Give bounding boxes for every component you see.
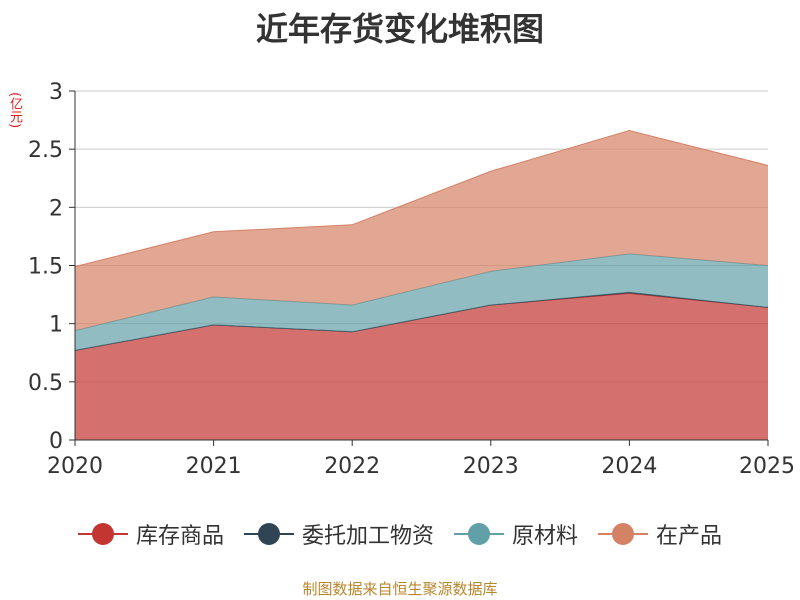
legend-label: 在产品	[656, 524, 723, 549]
y-tick-label: 2	[49, 196, 63, 221]
y-tick-label: 3	[49, 80, 63, 105]
legend-swatch	[454, 522, 504, 546]
x-tick-label: 2020	[47, 454, 103, 479]
area-series-layer	[74, 130, 769, 440]
y-tick-label: 1	[49, 313, 63, 338]
line-在产品	[74, 130, 769, 268]
chart-title: 近年存货变化堆积图	[255, 10, 544, 48]
legend-label: 委托加工物资	[301, 524, 434, 549]
y-tick-label: 1.5	[28, 255, 63, 280]
x-tick-label: 2023	[463, 454, 519, 479]
y-tick-label: 0.5	[28, 371, 63, 396]
x-tick-label: 2021	[186, 454, 242, 479]
legend-item[interactable]: 原材料	[454, 518, 578, 550]
legend-label: 原材料	[512, 524, 579, 549]
source-footer: 制图数据来自恒生聚源数据库	[302, 580, 498, 598]
axes: 0 0.5 1 1.5 2 2.5 3 2020 2021 2022 2023 2024 2025	[28, 80, 795, 479]
legend-swatch	[243, 522, 294, 546]
legend-item[interactable]: 库存商品	[77, 518, 224, 550]
area-在产品	[75, 130, 768, 331]
legend-label: 库存商品	[135, 524, 224, 549]
y-tick-label: 0	[49, 429, 63, 454]
x-tick-label: 2025	[739, 454, 795, 479]
area-库存商品	[75, 293, 768, 440]
y-axis-unit-label: (亿元)	[7, 92, 22, 129]
x-tick-label: 2024	[601, 454, 657, 479]
x-tick-label: 2022	[324, 454, 380, 479]
legend: 库存商品 委托加工物资 原材料 在产品	[0, 516, 800, 552]
legend-item[interactable]: 委托加工物资	[243, 518, 434, 550]
legend-swatch	[77, 522, 128, 546]
legend-item[interactable]: 在产品	[598, 518, 722, 550]
area-原材料	[75, 253, 768, 351]
legend-swatch	[598, 522, 649, 546]
y-tick-label: 2.5	[28, 138, 63, 163]
